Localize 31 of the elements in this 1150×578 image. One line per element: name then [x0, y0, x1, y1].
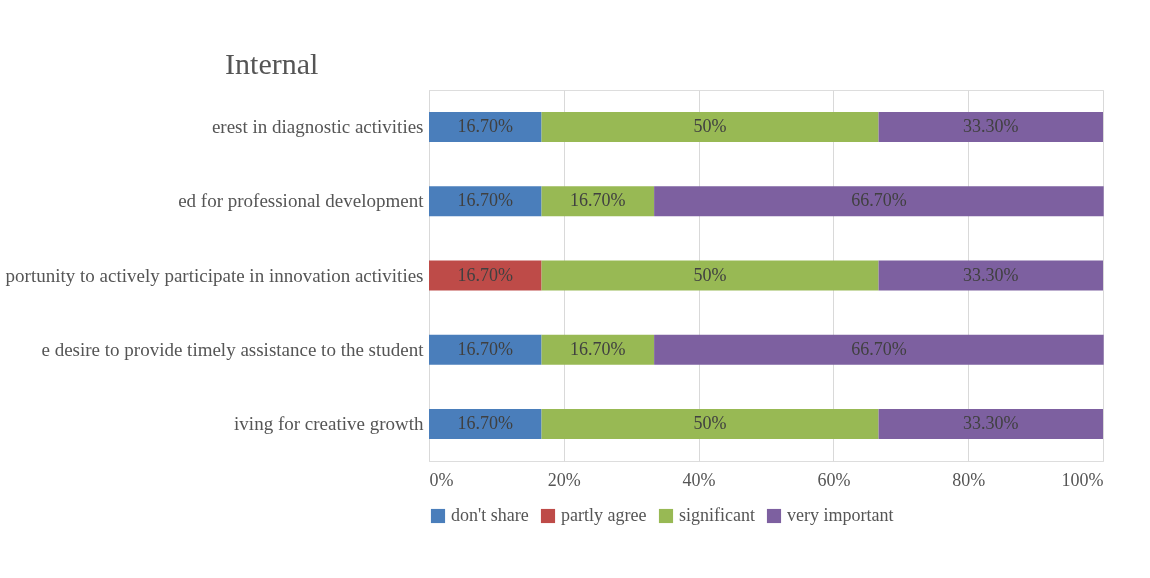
y-tick-label: erest in diagnostic activities: [211, 116, 424, 138]
data-label: 16.70%: [457, 190, 514, 211]
legend-label: don't share: [451, 505, 529, 525]
x-tick-label: 80%: [952, 469, 986, 490]
data-label: 50%: [693, 264, 727, 285]
data-label: 16.70%: [570, 338, 626, 359]
data-label: 33.30%: [963, 412, 1019, 433]
y-tick-label: portunity to actively participate in innovation activities: [5, 264, 424, 286]
data-label: 16.70%: [457, 264, 514, 285]
legend-label: very important: [787, 505, 894, 525]
data-label: 50%: [693, 412, 727, 433]
legend-label: partly agree: [561, 505, 647, 525]
data-label: 16.70%: [457, 412, 514, 433]
data-label: 66.70%: [851, 190, 907, 211]
legend-label: significant: [679, 505, 755, 525]
data-label: 33.30%: [963, 264, 1019, 285]
x-tick-label: 0%: [429, 469, 454, 490]
y-tick-label: e desire to provide timely assistance to the student: [41, 338, 425, 360]
y-tick-label: iving for creative growth: [234, 412, 424, 434]
data-label: 16.70%: [457, 116, 514, 137]
chart-title: Internal: [225, 47, 319, 80]
data-label: 33.30%: [963, 116, 1019, 137]
x-tick-label: 40%: [682, 469, 716, 490]
data-label: 16.70%: [570, 190, 626, 211]
x-tick-label: 20%: [547, 469, 581, 490]
data-label: 66.70%: [851, 338, 907, 359]
y-tick-label: ed for professional development: [178, 190, 425, 212]
x-tick-label: 60%: [817, 469, 851, 490]
data-label: 16.70%: [457, 338, 514, 359]
x-tick-label: 100%: [1061, 469, 1104, 490]
data-label: 50%: [693, 116, 727, 137]
